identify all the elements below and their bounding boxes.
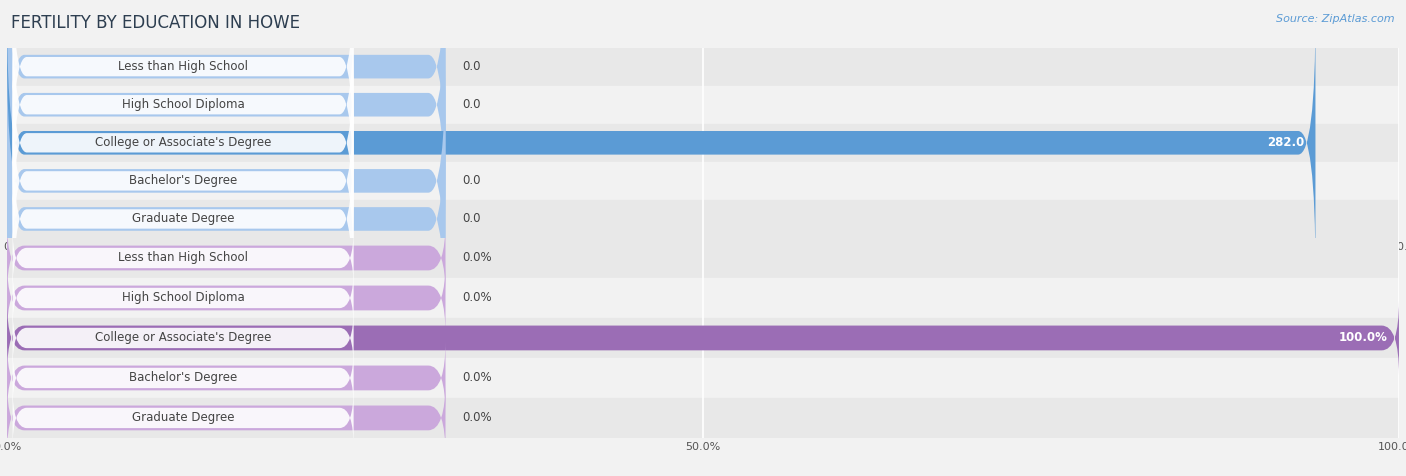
Text: Bachelor's Degree: Bachelor's Degree bbox=[129, 371, 238, 385]
FancyBboxPatch shape bbox=[7, 301, 1399, 375]
FancyBboxPatch shape bbox=[7, 89, 446, 349]
Text: 100.0%: 100.0% bbox=[1339, 331, 1388, 345]
Text: High School Diploma: High School Diploma bbox=[122, 98, 245, 111]
Bar bbox=[7, 48, 1399, 86]
FancyBboxPatch shape bbox=[7, 13, 1316, 273]
FancyBboxPatch shape bbox=[7, 0, 446, 197]
Text: 0.0: 0.0 bbox=[463, 98, 481, 111]
Text: 282.0: 282.0 bbox=[1267, 136, 1305, 149]
Text: Less than High School: Less than High School bbox=[118, 251, 247, 265]
Text: 0.0%: 0.0% bbox=[463, 411, 492, 425]
Text: Bachelor's Degree: Bachelor's Degree bbox=[129, 174, 238, 188]
Text: 0.0: 0.0 bbox=[463, 212, 481, 226]
FancyBboxPatch shape bbox=[7, 0, 446, 235]
FancyBboxPatch shape bbox=[7, 381, 446, 455]
Text: 0.0%: 0.0% bbox=[463, 291, 492, 305]
Text: 0.0%: 0.0% bbox=[463, 251, 492, 265]
Bar bbox=[7, 398, 1399, 438]
FancyBboxPatch shape bbox=[13, 0, 354, 173]
FancyBboxPatch shape bbox=[13, 387, 354, 448]
FancyBboxPatch shape bbox=[13, 347, 354, 408]
FancyBboxPatch shape bbox=[7, 221, 446, 295]
FancyBboxPatch shape bbox=[13, 0, 354, 211]
Text: 0.0: 0.0 bbox=[463, 174, 481, 188]
Text: Graduate Degree: Graduate Degree bbox=[132, 212, 235, 226]
Text: 0.0: 0.0 bbox=[463, 60, 481, 73]
Text: Source: ZipAtlas.com: Source: ZipAtlas.com bbox=[1277, 14, 1395, 24]
Bar bbox=[7, 200, 1399, 238]
FancyBboxPatch shape bbox=[7, 341, 446, 415]
Text: Graduate Degree: Graduate Degree bbox=[132, 411, 235, 425]
Bar bbox=[7, 278, 1399, 318]
Text: College or Associate's Degree: College or Associate's Degree bbox=[96, 136, 271, 149]
Bar bbox=[7, 358, 1399, 398]
Text: 0.0%: 0.0% bbox=[463, 371, 492, 385]
FancyBboxPatch shape bbox=[7, 51, 446, 311]
Bar bbox=[7, 124, 1399, 162]
FancyBboxPatch shape bbox=[13, 74, 354, 288]
Bar bbox=[7, 162, 1399, 200]
FancyBboxPatch shape bbox=[7, 261, 446, 335]
Text: High School Diploma: High School Diploma bbox=[122, 291, 245, 305]
FancyBboxPatch shape bbox=[13, 228, 354, 288]
Text: College or Associate's Degree: College or Associate's Degree bbox=[96, 331, 271, 345]
Text: FERTILITY BY EDUCATION IN HOWE: FERTILITY BY EDUCATION IN HOWE bbox=[11, 14, 301, 32]
FancyBboxPatch shape bbox=[13, 268, 354, 328]
FancyBboxPatch shape bbox=[13, 112, 354, 326]
Bar bbox=[7, 86, 1399, 124]
FancyBboxPatch shape bbox=[13, 36, 354, 249]
Bar bbox=[7, 318, 1399, 358]
FancyBboxPatch shape bbox=[13, 307, 354, 368]
Bar bbox=[7, 238, 1399, 278]
Text: Less than High School: Less than High School bbox=[118, 60, 247, 73]
